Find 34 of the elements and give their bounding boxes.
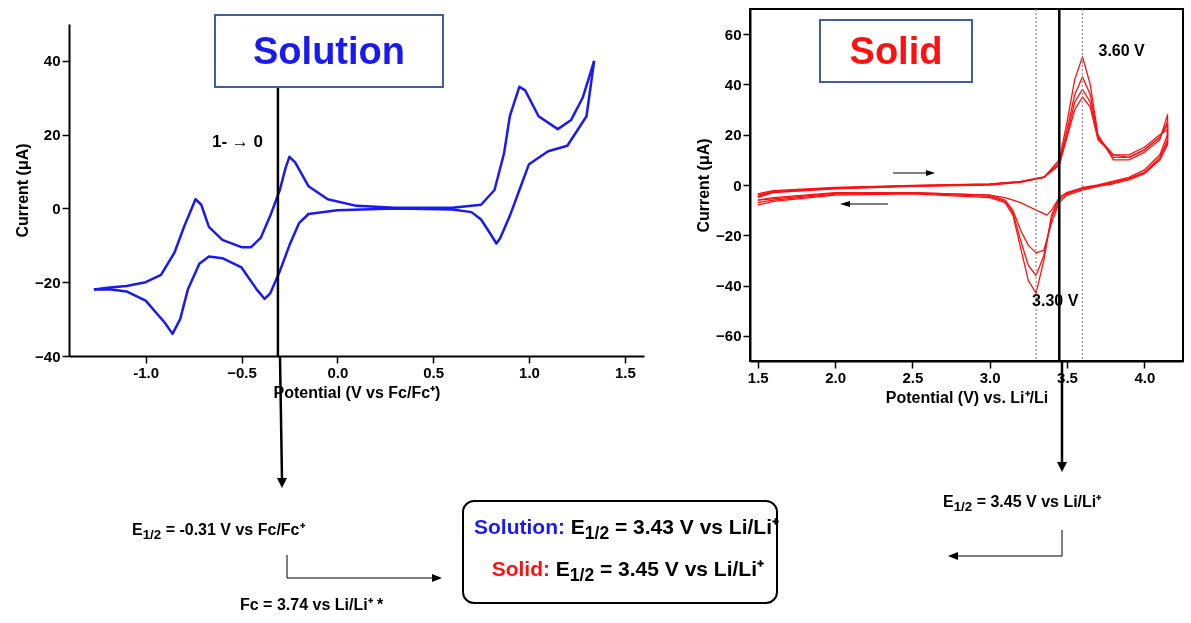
y-tick-label: 60: [724, 25, 742, 43]
y-axis-title: Current (μA): [695, 138, 713, 233]
y-tick-label: −60: [716, 327, 742, 345]
text: Solid: [819, 19, 973, 83]
y-tick-label: 0: [52, 199, 61, 217]
chart-title: Solution: [214, 14, 444, 88]
y-tick-label: −40: [35, 347, 61, 365]
x-tick-label: 1.5: [614, 363, 636, 381]
y-tick-label: 40: [724, 75, 742, 93]
x-axis-title: Potential (V) vs. Li⁺/Li: [885, 388, 1049, 406]
y-tick-label: 40: [43, 52, 61, 70]
text: E$_{1/2}$ = -0.31 V vs Fc/Fc⁺: [132, 520, 305, 543]
y-tick-label: −40: [716, 277, 742, 295]
y-tick-label: −20: [35, 273, 61, 291]
x-tick-label: 0.0: [327, 363, 349, 381]
y-tick-label: 0: [733, 176, 742, 194]
y-tick-label: −20: [716, 226, 742, 244]
x-tick-label: 3.0: [979, 368, 1001, 386]
x-tick-label: -1.0: [133, 363, 160, 381]
ref-line-label: 3.60 V: [1098, 42, 1146, 60]
x-tick-label: 1.5: [747, 368, 769, 386]
y-tick-label: 20: [43, 126, 61, 144]
x-tick-label: 2.0: [825, 368, 846, 386]
y-tick-label: 20: [724, 126, 742, 144]
x-tick-label: 4.0: [1134, 368, 1156, 386]
annotation: 1- → 0: [212, 132, 264, 152]
text: Solid: E$_{1/2}$ = 3.45 V vs Li/Li⁺: [491, 556, 764, 587]
x-tick-label: 0.5: [423, 363, 445, 381]
y-axis-title: Current (μA): [14, 143, 32, 238]
text: E$_{1/2}$ = 3.45 V vs Li/Li⁺: [943, 492, 1102, 515]
x-tick-label: 1.0: [519, 363, 540, 381]
text: Fc = 3.74 vs Li/Li⁺ *: [240, 595, 384, 615]
x-tick-label: 2.5: [902, 368, 924, 386]
x-tick-label: −0.5: [227, 363, 257, 381]
